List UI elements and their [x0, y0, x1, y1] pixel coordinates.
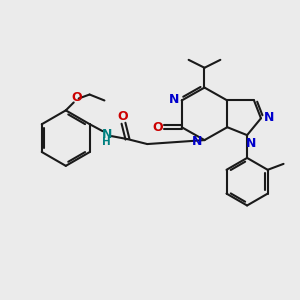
Text: O: O — [117, 110, 128, 123]
Text: N: N — [169, 93, 179, 106]
Text: O: O — [71, 91, 82, 104]
Text: N: N — [246, 136, 256, 150]
Text: N: N — [264, 111, 274, 124]
Text: N: N — [101, 128, 112, 141]
Text: O: O — [153, 121, 163, 134]
Text: H: H — [102, 137, 111, 147]
Text: N: N — [191, 135, 202, 148]
